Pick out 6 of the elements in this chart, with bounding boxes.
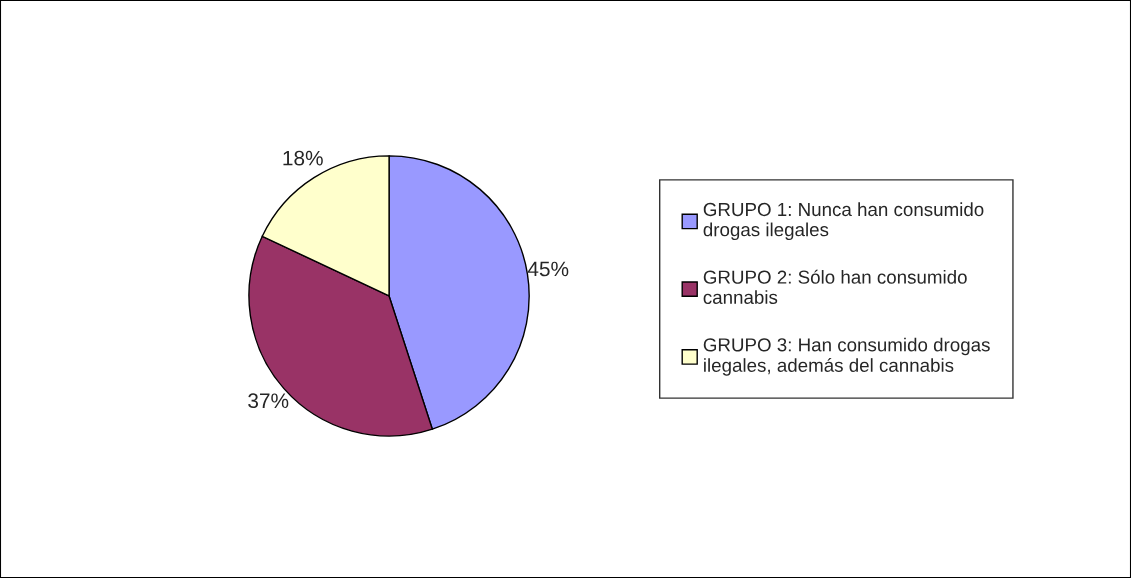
data-label: 18% (283, 150, 323, 166)
data-label: 37% (248, 393, 289, 409)
data-label: 45% (527, 261, 569, 277)
legend-label: GRUPO 1: Nunca han consumido drogas ilegales (703, 202, 984, 241)
legend-label: GRUPO 3: Han consumido drogas ilegales, además del cannabis (703, 337, 990, 376)
legend-label: GRUPO 2: Sólo han consumido cannabis (703, 269, 967, 304)
